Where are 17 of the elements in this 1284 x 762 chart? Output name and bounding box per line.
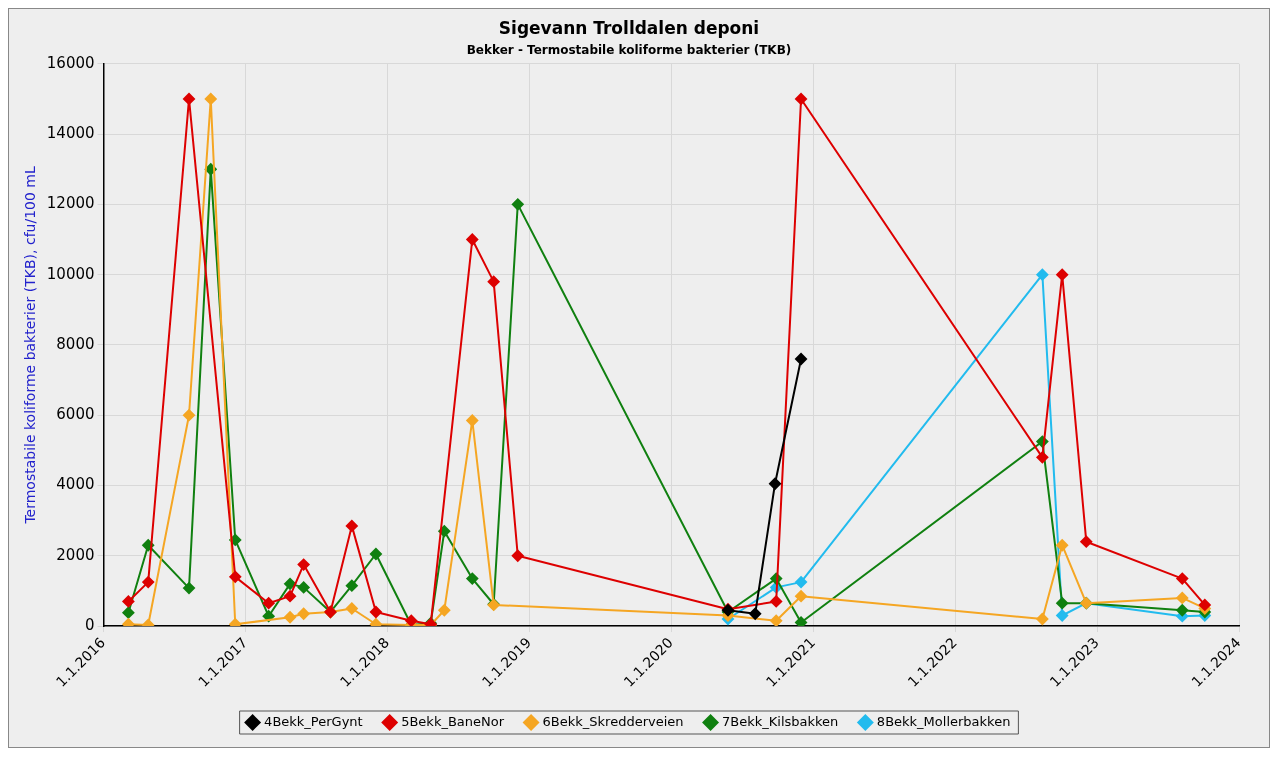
chart-title: Sigevann Trolldalen deponi (498, 17, 760, 38)
legend-label: 6Bekk_Skredderveien (542, 713, 684, 729)
y-axis-title: Termostabile koliforme bakterier (TKB), cfu/100 mL (22, 166, 39, 525)
chart-subtitle: Bekker - Termostabile koliforme bakterier (TKB) (466, 42, 792, 57)
legend-label: 5Bekk_BaneNor (401, 713, 505, 729)
y-tick-label: 2000 (56, 545, 95, 564)
y-tick-label: 16000 (46, 53, 95, 72)
legend-label: 7Bekk_Kilsbakken (722, 713, 839, 729)
legend-label: 8Bekk_Mollerbakken (876, 713, 1011, 729)
legend-label: 4Bekk_PerGynt (264, 713, 363, 729)
y-tick-label: 4000 (56, 475, 95, 494)
y-tick-label: 8000 (56, 334, 95, 353)
y-tick-label: 0 (84, 615, 95, 634)
y-tick-label: 6000 (56, 405, 95, 424)
y-tick-label: 14000 (46, 123, 95, 142)
y-tick-label: 12000 (46, 194, 95, 213)
y-tick-label: 10000 (46, 264, 95, 283)
